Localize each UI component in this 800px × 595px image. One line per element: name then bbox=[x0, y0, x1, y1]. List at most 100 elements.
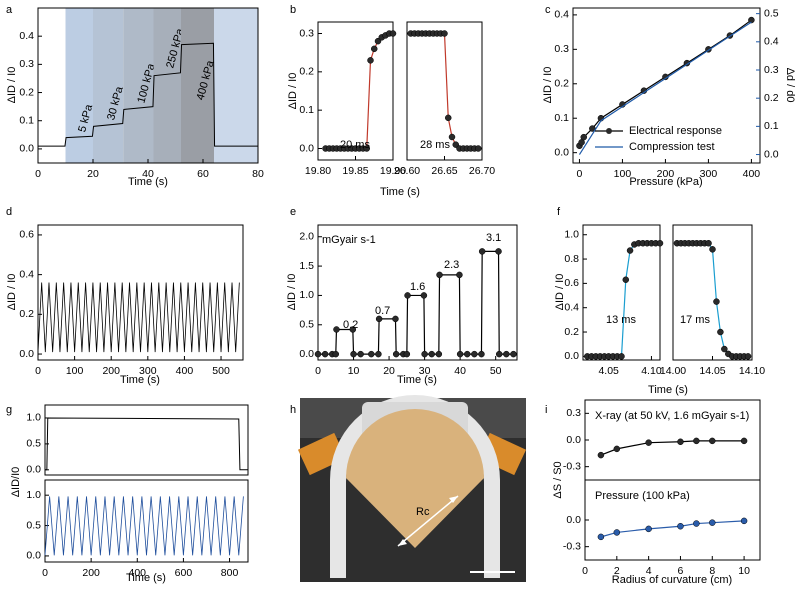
data-point bbox=[677, 522, 684, 530]
x-tick-label: 400 bbox=[176, 365, 194, 377]
data-line bbox=[37, 282, 240, 353]
data-point bbox=[693, 437, 700, 445]
y-axis-label: ΔID / I0 bbox=[6, 67, 18, 104]
annotation: mGyair s-1 bbox=[322, 234, 376, 246]
data-point bbox=[392, 350, 400, 358]
y-tick-label: 0.3 bbox=[19, 58, 34, 70]
y-tick-label: 0.1 bbox=[19, 115, 34, 127]
y-tick-label: 1.0 bbox=[564, 229, 579, 241]
y-tick-label: 0.4 bbox=[19, 268, 34, 280]
data-point bbox=[375, 350, 382, 358]
data-point bbox=[503, 350, 510, 358]
x-tick-label: 20 bbox=[383, 365, 395, 377]
x-tick-label: 200 bbox=[102, 365, 120, 377]
region bbox=[153, 8, 181, 163]
region bbox=[214, 8, 258, 163]
data-point bbox=[350, 350, 357, 358]
legend-marker bbox=[606, 128, 612, 134]
y-tick-label: 0.2 bbox=[19, 308, 34, 320]
x-tick-label: 19.90 bbox=[380, 165, 406, 177]
data-point bbox=[321, 350, 329, 358]
legend-label: Compression test bbox=[629, 141, 715, 153]
data-line bbox=[410, 32, 479, 150]
data-point bbox=[403, 350, 411, 358]
y-tick-label: 0.1 bbox=[299, 104, 314, 116]
y-tick-label: 0.4 bbox=[554, 9, 569, 21]
y-tick-label: 1.0 bbox=[26, 489, 41, 501]
y-tick-label: 0.4 bbox=[564, 301, 579, 313]
x-tick-label: 4.10 bbox=[641, 365, 662, 377]
data-line bbox=[587, 242, 660, 357]
data-point bbox=[368, 350, 375, 358]
x-tick-label: 14.00 bbox=[660, 365, 686, 377]
data-point bbox=[748, 16, 755, 24]
data-line bbox=[600, 440, 745, 456]
y2-axis-label: Δd / d0 bbox=[784, 68, 796, 103]
x-tick-label: 8 bbox=[709, 565, 715, 577]
y-tick-label: 0.6 bbox=[564, 277, 579, 289]
x-tick-label: 300 bbox=[700, 168, 718, 180]
x-tick-label: 40 bbox=[142, 168, 154, 180]
data-point bbox=[656, 239, 664, 247]
x-tick-label: 0 bbox=[35, 168, 41, 180]
x-tick-label: 80 bbox=[252, 168, 264, 180]
panel-letter: d bbox=[6, 206, 12, 218]
y2-tick-label: 0.0 bbox=[764, 148, 779, 160]
data-point bbox=[510, 350, 517, 358]
x-axis-label: Time (s) bbox=[128, 176, 168, 188]
data-point bbox=[597, 533, 605, 541]
data-line bbox=[44, 496, 244, 556]
data-point bbox=[367, 57, 374, 64]
annotation: 1.6 bbox=[410, 281, 425, 293]
data-point bbox=[478, 248, 486, 255]
data-point bbox=[448, 133, 456, 141]
x-tick-label: 300 bbox=[139, 365, 157, 377]
x-tick-label: 30 bbox=[419, 365, 431, 377]
data-point bbox=[314, 350, 322, 358]
plot-frame bbox=[317, 224, 518, 361]
data-point bbox=[740, 437, 748, 445]
annotation: 3.1 bbox=[486, 232, 501, 244]
region bbox=[65, 8, 93, 163]
panel-letter: h bbox=[290, 404, 296, 416]
y-tick-label: -0.3 bbox=[563, 540, 581, 552]
x-axis-label: Pressure (kPa) bbox=[629, 176, 702, 188]
data-line bbox=[676, 242, 749, 357]
data-line bbox=[325, 32, 393, 150]
y2-tick-label: 0.2 bbox=[764, 92, 779, 104]
y-axis-label: ΔID / I0 bbox=[554, 274, 566, 311]
x-tick-label: 10 bbox=[738, 565, 750, 577]
data-point bbox=[475, 145, 482, 152]
annotation: 20 ms bbox=[340, 139, 370, 151]
y-tick-label: 0.2 bbox=[554, 78, 569, 90]
y-tick-label: 0.0 bbox=[564, 350, 579, 362]
data-point bbox=[721, 345, 728, 353]
x-tick-label: 400 bbox=[743, 168, 761, 180]
plot-frame bbox=[37, 224, 244, 361]
x-tick-label: 6 bbox=[678, 565, 684, 577]
data-point bbox=[371, 45, 378, 53]
data-point bbox=[693, 520, 700, 527]
data-line bbox=[318, 250, 514, 355]
y-tick-label: 0.3 bbox=[566, 407, 581, 419]
x-tick-label: 14.10 bbox=[739, 365, 765, 377]
x-tick-label: 10 bbox=[348, 365, 360, 377]
data-point bbox=[709, 246, 716, 253]
region bbox=[123, 8, 154, 163]
data-point bbox=[357, 350, 364, 358]
y-tick-label: 1.5 bbox=[299, 260, 314, 272]
y-axis-label: ΔID / I0 bbox=[6, 274, 18, 311]
data-point bbox=[622, 276, 630, 283]
x-axis-label: Radius of curvature (cm) bbox=[612, 574, 732, 586]
data-point bbox=[389, 30, 397, 37]
x-tick-label: 100 bbox=[66, 365, 84, 377]
x-tick-label: 4 bbox=[646, 565, 652, 577]
data-point bbox=[436, 271, 443, 279]
y-tick-label: 0.0 bbox=[26, 464, 41, 476]
annotation: X-ray (at 50 kV, 1.6 mGyair s-1) bbox=[595, 410, 749, 422]
y-tick-label: -0.3 bbox=[563, 460, 581, 472]
annotation: Pressure (100 kPa) bbox=[595, 490, 690, 502]
